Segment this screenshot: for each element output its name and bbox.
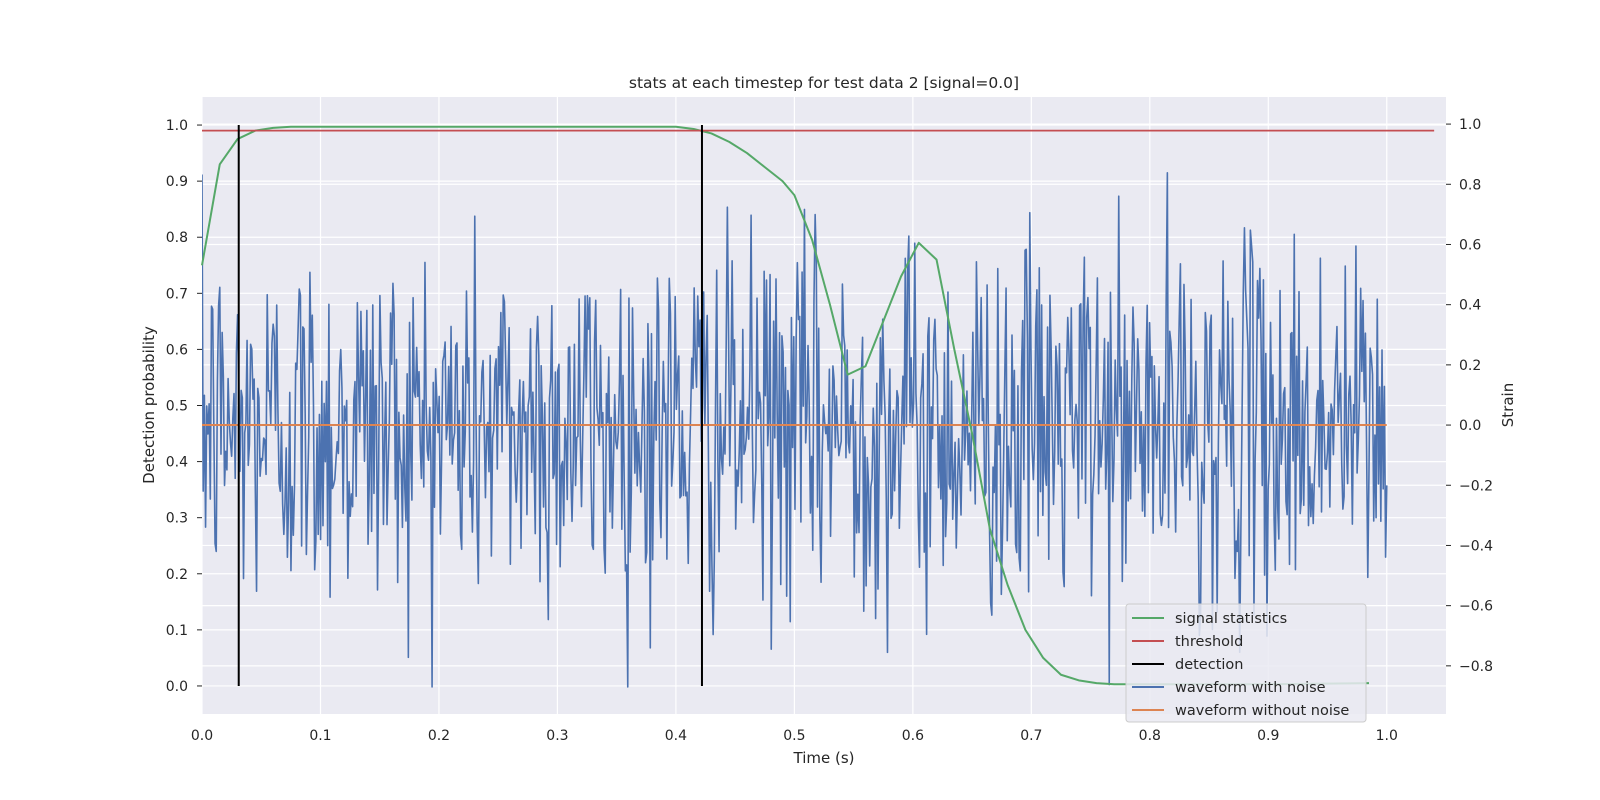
x-tick-label: 0.5 — [783, 728, 805, 744]
left-y-tick-label: 0.0 — [166, 679, 188, 695]
legend-item-signal-statistics: signal statistics — [1132, 611, 1287, 627]
x-tick-label: 0.3 — [546, 728, 568, 744]
legend-box — [1125, 603, 1367, 723]
left-y-tick-label: 0.6 — [166, 342, 188, 358]
x-tick-label: 0.1 — [309, 728, 331, 744]
legend-item-detection: detection — [1132, 657, 1243, 673]
right-y-tick-label: 0.6 — [1459, 237, 1481, 253]
legend-label: waveform with noise — [1175, 680, 1326, 696]
left-y-tick-label: 0.9 — [166, 174, 188, 190]
right-y-tick-label: 1.0 — [1459, 117, 1481, 133]
right-y-tick-label: 0.4 — [1459, 298, 1481, 314]
x-tick-label: 0.8 — [1139, 728, 1161, 744]
x-tick-label: 0.2 — [428, 728, 450, 744]
legend-item-threshold: threshold — [1132, 634, 1243, 650]
x-tick-label: 0.9 — [1257, 728, 1279, 744]
series-line-signal-statistics — [201, 125, 1370, 686]
left-y-tick-label: 1.0 — [166, 118, 188, 134]
right-y-axis-label: Strain — [1499, 383, 1517, 427]
left-y-tick-label: 0.3 — [166, 511, 188, 527]
legend-label: waveform without noise — [1175, 703, 1349, 719]
legend: signal statistics threshold detection wa… — [1125, 603, 1367, 723]
legend-label: detection — [1175, 657, 1243, 673]
legend-item-waveform-without-noise: waveform without noise — [1132, 703, 1349, 719]
x-axis-label: Time (s) — [793, 749, 855, 767]
left-y-tick-label: 0.7 — [166, 286, 188, 302]
x-tick-label: 0.4 — [665, 728, 687, 744]
right-y-tick-label: −0.2 — [1459, 478, 1493, 494]
left-y-tick-label: 0.2 — [166, 567, 188, 583]
legend-label: threshold — [1175, 634, 1243, 650]
left-y-axis-label: Detection probability — [140, 326, 158, 484]
right-y-tick-label: 0.2 — [1459, 358, 1481, 374]
ticks: 0.0 0.1 0.2 0.3 0.4 0.5 0.6 0.7 0.8 0.9 1.0 0.0 0.1 0… — [166, 117, 1493, 744]
x-tick-label: 1.0 — [1376, 728, 1398, 744]
right-y-tick-label: −0.6 — [1459, 599, 1493, 615]
left-y-tick-label: 0.8 — [166, 230, 188, 246]
left-y-tick-label: 0.1 — [166, 623, 188, 639]
right-y-tick-label: 0.0 — [1459, 418, 1481, 434]
left-y-tick-label: 0.5 — [166, 399, 188, 415]
series-line-waveform-with-noise — [202, 171, 1388, 688]
x-tick-label: 0.7 — [1020, 728, 1042, 744]
right-y-tick-label: −0.4 — [1459, 538, 1493, 554]
left-y-tick-label: 0.4 — [166, 455, 188, 471]
x-tick-label: 0.0 — [191, 728, 213, 744]
right-y-tick-label: 0.8 — [1459, 177, 1481, 193]
legend-item-waveform-with-noise: waveform with noise — [1132, 680, 1326, 696]
legend-label: signal statistics — [1175, 611, 1287, 627]
right-y-tick-label: −0.8 — [1459, 659, 1493, 675]
series-layer — [201, 125, 1435, 688]
chart-title: stats at each timestep for test data 2 [… — [629, 74, 1019, 92]
x-tick-label: 0.6 — [902, 728, 924, 744]
